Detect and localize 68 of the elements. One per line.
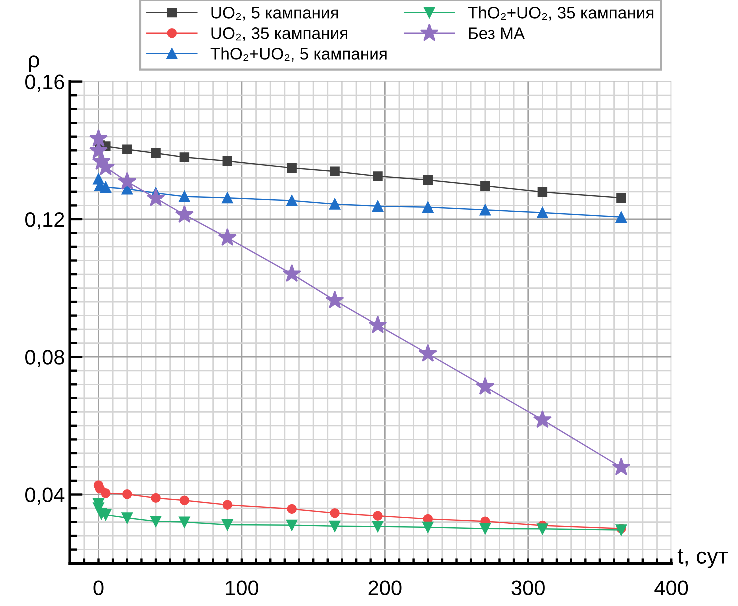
- point: [533, 410, 552, 428]
- point: [538, 187, 548, 198]
- point: [101, 488, 111, 498]
- y-tick-label: 0,16: [26, 74, 64, 92]
- x-axis-title: t, сут: [678, 549, 728, 568]
- point: [100, 182, 112, 194]
- point: [330, 508, 340, 518]
- x-tick-label: 200: [368, 580, 402, 596]
- point: [150, 516, 162, 528]
- point: [373, 172, 383, 182]
- point: [286, 520, 298, 531]
- point: [326, 290, 344, 309]
- point: [179, 191, 190, 202]
- legend-label: ThO₂+UO₂, 35 кампания: [468, 6, 654, 21]
- x-tick-label: 400: [654, 580, 688, 596]
- point: [180, 496, 190, 506]
- point: [287, 163, 297, 174]
- point: [480, 523, 491, 534]
- point: [151, 493, 161, 504]
- point: [218, 228, 237, 246]
- point: [476, 377, 495, 396]
- point: [537, 524, 548, 535]
- point: [282, 264, 302, 282]
- point: [330, 166, 340, 176]
- point: [418, 344, 438, 362]
- point: [122, 490, 132, 500]
- point: [372, 521, 384, 532]
- point: [612, 458, 631, 476]
- point: [329, 198, 341, 210]
- point: [180, 152, 190, 162]
- x-tick-label: 100: [226, 580, 259, 596]
- point: [480, 181, 490, 191]
- x-tick-label: 0: [94, 580, 104, 596]
- point: [616, 193, 626, 203]
- point: [96, 158, 116, 176]
- x-tick-label: 300: [512, 580, 545, 596]
- point: [222, 156, 232, 166]
- legend-label: UO₂, 5 кампания: [212, 7, 338, 21]
- point: [175, 205, 194, 223]
- legend-label: UO₂, 35 кампания: [212, 28, 348, 42]
- point: [480, 204, 491, 216]
- point: [89, 129, 108, 147]
- point: [146, 188, 166, 206]
- point: [373, 511, 383, 521]
- point: [222, 500, 232, 510]
- point: [537, 207, 548, 218]
- point: [423, 175, 433, 186]
- y-tick-label: 0,12: [26, 212, 64, 230]
- point: [287, 504, 297, 514]
- point: [222, 192, 234, 204]
- point: [122, 512, 133, 524]
- y-tick-label: 0,08: [26, 350, 64, 368]
- point: [122, 144, 132, 154]
- point: [422, 522, 434, 534]
- point: [179, 516, 190, 528]
- point: [222, 519, 234, 531]
- y-axis-title: ρ: [29, 56, 40, 72]
- point: [329, 520, 341, 532]
- legend-label: ThO₂+UO₂, 5 кампания: [210, 48, 387, 62]
- point: [372, 200, 384, 212]
- point: [616, 212, 628, 223]
- point: [286, 195, 298, 206]
- point: [118, 172, 137, 190]
- point: [422, 202, 434, 213]
- y-tick-label: 0,04: [26, 488, 65, 505]
- point: [368, 316, 388, 334]
- legend-label: Без МА: [469, 28, 526, 40]
- point: [151, 148, 161, 158]
